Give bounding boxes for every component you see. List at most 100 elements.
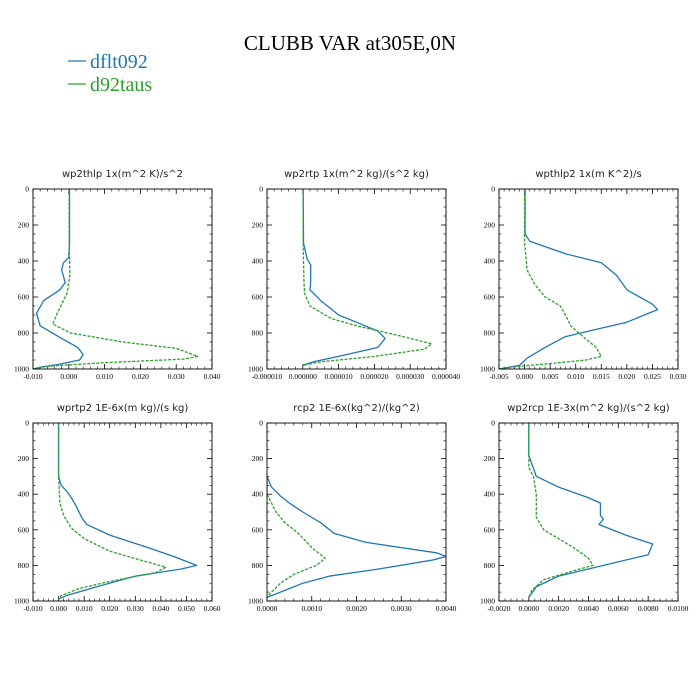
y-tick-label: 400 <box>484 490 496 499</box>
y-tick-label: 1000 <box>248 597 263 606</box>
panel-2: wp2rtp 1x(m^2 kg)/(s^2 kg) -0.000010 0.000… <box>248 169 460 381</box>
x-tick-label: -0.010 <box>23 604 43 613</box>
series-line-d92taus <box>57 423 167 600</box>
panel-title: rcp2 1E-6x(kg^2)/(kg^2) <box>293 403 420 414</box>
y-tick-label: 600 <box>18 525 30 534</box>
y-tick-label: 200 <box>18 454 30 463</box>
y-tick-label: 800 <box>18 561 30 570</box>
y-tick-label: 400 <box>18 490 30 499</box>
y-tick-label: 1000 <box>14 597 29 606</box>
y-tick-label: 0 <box>259 419 263 428</box>
x-tick-label: 0.030 <box>127 604 144 613</box>
y-tick-label: 800 <box>252 561 264 570</box>
x-tick-label: 0.020 <box>132 372 149 381</box>
x-tick-label: 0.000 <box>60 372 77 381</box>
y-tick-label: 800 <box>484 561 496 570</box>
x-tick-label: 0.000030 <box>396 372 424 381</box>
series-line-d92taus <box>499 189 602 369</box>
y-tick-label: 600 <box>18 293 30 302</box>
x-tick-label: 0.060 <box>204 604 221 613</box>
y-tick-label: 400 <box>484 257 496 266</box>
panel-title: wp2rtp 1x(m^2 kg)/(s^2 kg) <box>284 169 429 180</box>
series-line-d92taus <box>528 423 594 598</box>
series-line-dflt092 <box>267 476 446 599</box>
x-tick-label: 0.0030 <box>391 604 412 613</box>
panel-title: wprtp2 1E-6x(m kg)/(s kg) <box>57 403 189 414</box>
series-line-dflt092 <box>528 423 654 598</box>
plot-frame <box>498 188 679 370</box>
figure-title: CLUBB VAR at305E,0N <box>244 31 456 55</box>
y-tick-label: 800 <box>252 329 264 338</box>
y-tick-label: 200 <box>484 221 496 230</box>
y-tick-label: 200 <box>18 221 30 230</box>
x-tick-label: 0.0020 <box>346 604 367 613</box>
y-tick-label: 1000 <box>14 365 29 374</box>
x-tick-label: 0.000000 <box>289 372 317 381</box>
x-tick-label: 0.000040 <box>432 372 460 381</box>
x-tick-label: 0.0060 <box>608 604 629 613</box>
legend-label-dflt092: dflt092 <box>90 51 148 73</box>
panel-4: wprtp2 1E-6x(m kg)/(s kg) -0.010 0.000 0.01… <box>14 403 221 613</box>
panel-title: wp2thlp 1x(m^2 K)/s^2 <box>62 169 183 180</box>
y-tick-label: 400 <box>252 257 264 266</box>
series-line-dflt092 <box>33 189 84 369</box>
x-tick-label: 0.000010 <box>325 372 353 381</box>
y-tick-label: 600 <box>252 293 264 302</box>
panel-1: wp2thlp 1x(m^2 K)/s^2 -0.010 0.000 0.010 0.0… <box>14 169 221 381</box>
y-tick-label: 800 <box>484 329 496 338</box>
x-tick-label: 0.040 <box>204 372 221 381</box>
y-tick-label: 1000 <box>480 597 495 606</box>
x-tick-label: 0.0020 <box>548 604 569 613</box>
x-tick-label: 0.0040 <box>578 604 599 613</box>
panel-3: wpthlp2 1x(m K^2)/s -0.005 0.000 0.005 0.010… <box>480 169 687 381</box>
y-tick-label: 400 <box>252 490 264 499</box>
x-tick-label: -0.000010 <box>252 372 283 381</box>
plot-frame <box>266 188 447 370</box>
panel-6: wp2rcp 1E-3x(m^2 kg)/(s^2 kg) -0.0020 0.00… <box>480 403 689 613</box>
x-tick-label: -0.005 <box>489 372 509 381</box>
x-tick-label: 0.040 <box>152 604 169 613</box>
series-line-dflt092 <box>302 189 386 367</box>
y-tick-label: 1000 <box>480 365 495 374</box>
x-tick-label: 0.005 <box>542 372 559 381</box>
x-tick-label: 0.050 <box>178 604 195 613</box>
panel-title: wp2rcp 1E-3x(m^2 kg)/(s^2 kg) <box>507 403 670 414</box>
y-tick-label: 600 <box>252 525 264 534</box>
x-tick-label: 0.000 <box>50 604 67 613</box>
x-tick-label: 0.030 <box>670 372 687 381</box>
panel-title: wpthlp2 1x(m K^2)/s <box>535 169 641 180</box>
x-tick-label: 0.000020 <box>360 372 388 381</box>
x-tick-label: 0.0100 <box>668 604 689 613</box>
y-tick-label: 600 <box>484 525 496 534</box>
plot-frame <box>32 188 213 370</box>
x-tick-label: 0.020 <box>618 372 635 381</box>
y-tick-label: 800 <box>18 329 30 338</box>
y-tick-label: 600 <box>484 293 496 302</box>
x-tick-label: 0.020 <box>101 604 118 613</box>
x-tick-label: 0.0010 <box>301 604 322 613</box>
legend: dflt092 d92taus <box>68 51 152 96</box>
x-tick-label: -0.010 <box>23 372 43 381</box>
plot-frame <box>266 422 447 602</box>
y-tick-label: 1000 <box>248 365 263 374</box>
x-tick-label: 0.0000 <box>519 604 540 613</box>
series-line-dflt092 <box>57 423 198 600</box>
series-line-d92taus <box>33 189 199 369</box>
x-tick-label: 0.030 <box>168 372 185 381</box>
x-tick-label: 0.010 <box>76 604 93 613</box>
x-tick-label: 0.0000 <box>257 604 278 613</box>
x-tick-label: 0.010 <box>567 372 584 381</box>
panel-5: rcp2 1E-6x(kg^2)/(kg^2) 0.0000 0.0010 0.002… <box>248 403 457 613</box>
x-tick-label: -0.0020 <box>487 604 510 613</box>
y-tick-label: 0 <box>25 419 29 428</box>
x-tick-label: 0.025 <box>644 372 661 381</box>
series-line-d92taus <box>267 476 326 598</box>
x-tick-label: 0.0040 <box>436 604 457 613</box>
y-tick-label: 0 <box>25 185 29 194</box>
y-tick-label: 200 <box>252 454 264 463</box>
y-tick-label: 0 <box>491 419 495 428</box>
panels: wp2thlp 1x(m^2 K)/s^2 -0.010 0.000 0.010 0.0… <box>14 169 689 613</box>
y-tick-label: 0 <box>491 185 495 194</box>
plot-frame <box>32 422 213 602</box>
